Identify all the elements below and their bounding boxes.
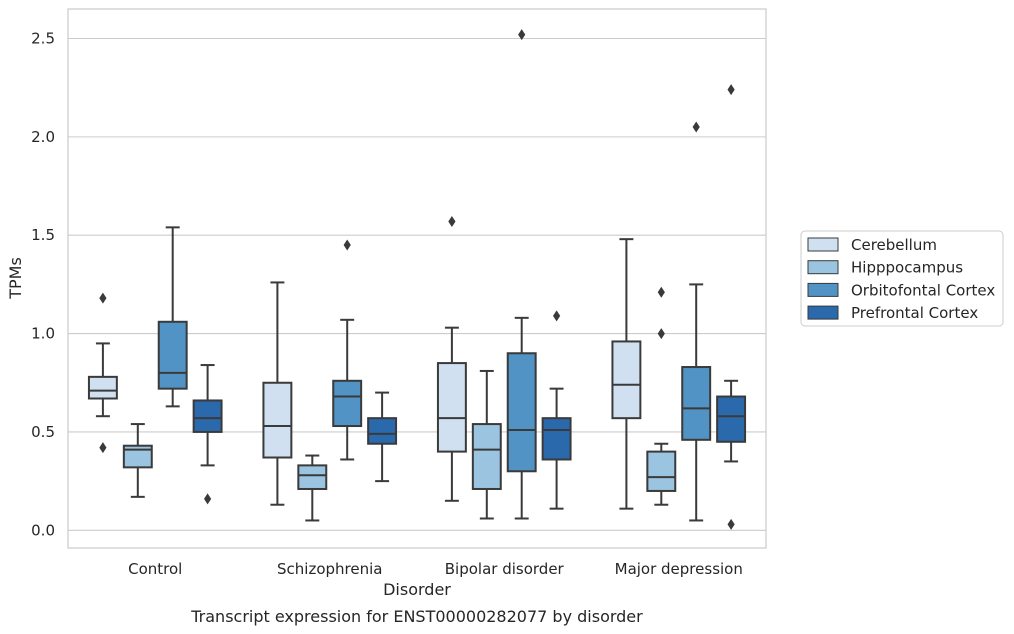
legend: Cerebellum Hipppocampus Orbitofontal Corte… [800, 230, 1004, 327]
outlier-point [99, 442, 107, 454]
outlier-point [727, 84, 735, 96]
outlier-point [657, 286, 665, 298]
outlier-point [692, 121, 700, 133]
box-major-depression-prefrontal-cortex [716, 84, 747, 530]
box-iqr [192, 399, 223, 433]
box-bipolar-disorder-prefrontal-cortex [541, 310, 572, 510]
outlier-point [518, 29, 526, 41]
outlier-point [204, 493, 212, 505]
outlier-point [448, 215, 456, 227]
x-tick-label-major-depression: Major depression [615, 560, 743, 578]
box-major-depression-hipppocampus [646, 286, 677, 506]
box-iqr [681, 366, 712, 441]
legend-swatch-orbitofontal-cortex [807, 282, 839, 297]
y-tick-label: 1.5 [31, 226, 55, 244]
chart-caption: Transcript expression for ENST0000028207… [190, 607, 643, 626]
legend-label-orbitofontal-cortex: Orbitofontal Cortex [851, 281, 995, 299]
legend-swatch-hipppocampus [807, 260, 839, 275]
box-iqr [332, 379, 363, 428]
box-iqr [436, 362, 467, 453]
outlier-point [657, 328, 665, 340]
outlier-point [553, 310, 561, 322]
legend-swatch-cerebellum [807, 237, 839, 252]
x-tick-label-control: Control [128, 560, 182, 578]
box-iqr [122, 444, 153, 469]
box-control-prefrontal-cortex [192, 364, 223, 505]
plot-frame [67, 8, 767, 549]
y-axis-label: TPMs [6, 257, 25, 300]
x-tick-label-schizophrenia: Schizophrenia [277, 560, 382, 578]
y-tick-label: 2.5 [31, 30, 55, 48]
legend-swatch-prefrontal-cortex [807, 305, 839, 320]
box-schizophrenia-prefrontal-cortex [367, 391, 398, 483]
box-schizophrenia-orbitofontal-cortex [332, 239, 363, 461]
legend-frame [800, 230, 1004, 327]
box-iqr [716, 395, 747, 443]
box-major-depression-cerebellum [611, 238, 642, 510]
box-bipolar-disorder-hipppocampus [471, 369, 502, 520]
box-control-cerebellum [87, 292, 118, 454]
box-bipolar-disorder-cerebellum [436, 215, 467, 502]
box-iqr [367, 417, 398, 445]
box-schizophrenia-cerebellum [262, 281, 293, 506]
box-iqr [541, 417, 572, 461]
y-tick-label: 1.0 [31, 325, 55, 343]
box-iqr [87, 375, 118, 400]
box-control-orbitofontal-cortex [157, 226, 188, 408]
box-iqr [262, 381, 293, 459]
outlier-point [343, 239, 351, 251]
y-ticks: 0.0 0.5 1.0 1.5 2.0 2.5 [31, 30, 55, 540]
box-bipolar-disorder-orbitofontal-cortex [506, 29, 537, 520]
x-axis-label: Disorder [383, 580, 451, 599]
outlier-point [727, 518, 735, 530]
boxes [87, 29, 747, 530]
y-tick-label: 2.0 [31, 128, 55, 146]
box-iqr [611, 340, 642, 420]
box-control-hipppocampus [122, 423, 153, 498]
y-tick-label: 0.5 [31, 423, 55, 441]
box-iqr [506, 352, 537, 473]
box-iqr [157, 320, 188, 390]
box-iqr [646, 450, 677, 492]
x-tick-label-bipolar-disorder: Bipolar disorder [445, 560, 565, 578]
legend-label-cerebellum: Cerebellum [851, 236, 937, 254]
legend-label-hipppocampus: Hipppocampus [851, 259, 963, 277]
outlier-point [99, 292, 107, 304]
legend-label-prefrontal-cortex: Prefrontal Cortex [851, 304, 978, 322]
box-major-depression-orbitofontal-cortex [681, 121, 712, 522]
y-tick-label: 0.0 [31, 521, 55, 539]
x-ticks: Control Schizophrenia Bipolar disorder Majo… [128, 560, 743, 578]
box-schizophrenia-hipppocampus [297, 454, 328, 522]
box-iqr [471, 423, 502, 490]
box-iqr [297, 464, 328, 490]
